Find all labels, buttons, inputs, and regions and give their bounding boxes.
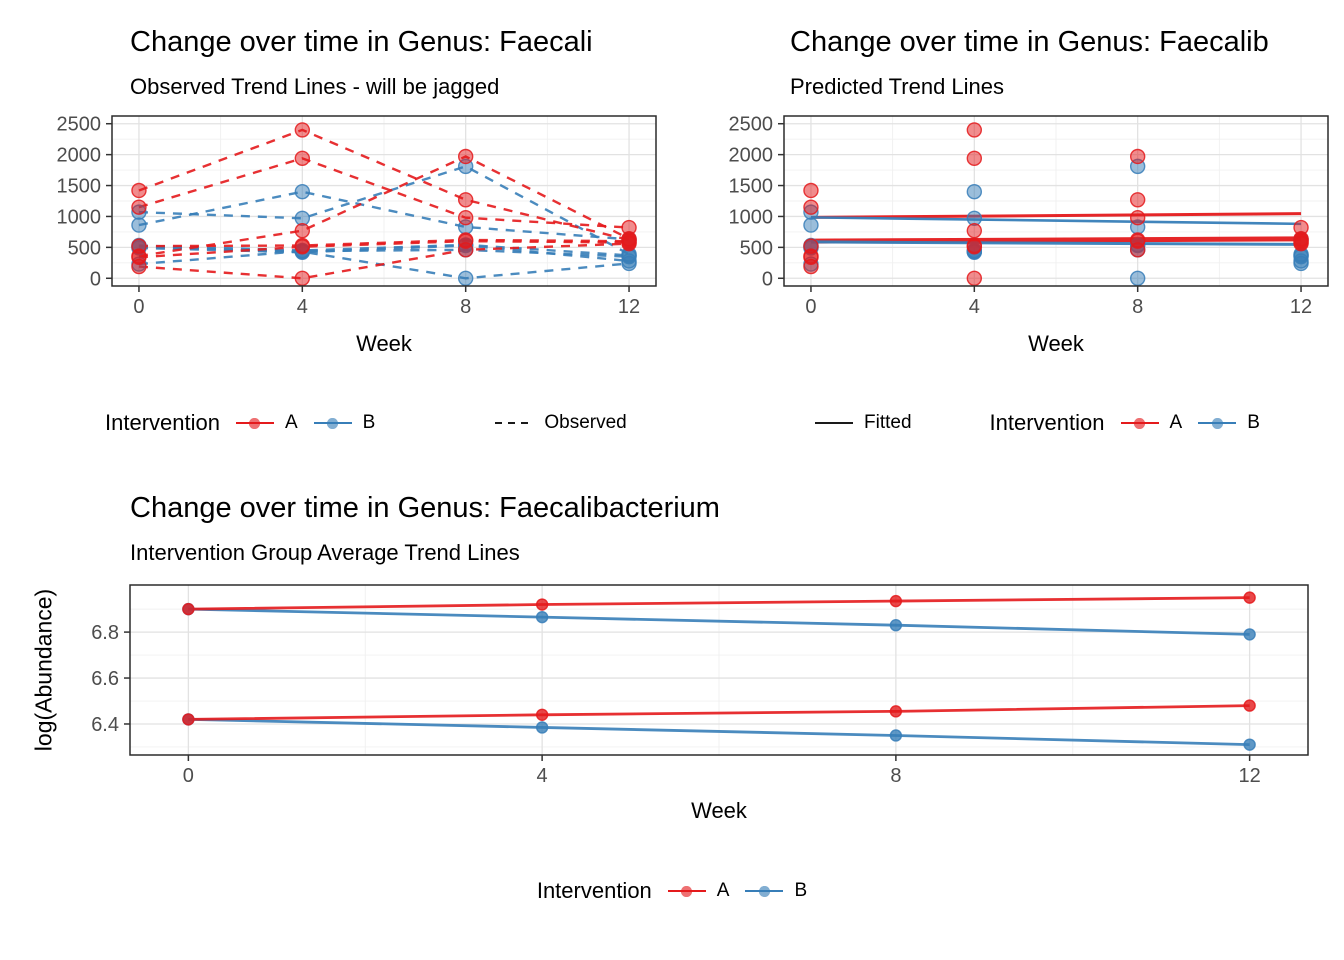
svg-text:2500: 2500 <box>729 114 774 136</box>
svg-text:4: 4 <box>537 765 548 787</box>
predicted-plot-svg: 0 4 8 12 0 500 1000 1500 2000 2500 <box>729 114 1329 318</box>
svg-text:1000: 1000 <box>729 206 774 228</box>
legend-label-b: B <box>362 412 376 433</box>
chart-subtitle-predicted: Predicted Trend Lines <box>790 74 1005 99</box>
legend-label-b: B <box>1247 412 1260 433</box>
svg-text:2500: 2500 <box>57 114 102 136</box>
x-axis-title: Week <box>356 331 412 356</box>
intervention-b-key-icon <box>313 415 352 431</box>
chart-title-predicted: Change over time in Genus: Faecalib <box>790 26 1269 58</box>
svg-text:12: 12 <box>1239 765 1261 787</box>
svg-text:8: 8 <box>890 765 901 787</box>
svg-text:6.4: 6.4 <box>91 714 119 736</box>
average-plot-svg: 0 4 8 12 6.4 6.6 6.8 <box>91 584 1309 787</box>
svg-text:8: 8 <box>1132 296 1143 318</box>
svg-text:2000: 2000 <box>57 145 102 167</box>
predicted-legend: Fitted Intervention A B <box>815 410 1260 436</box>
x-axis-title: Week <box>1028 331 1084 356</box>
observed-chart: Change over time in Genus: Faecali Obser… <box>0 0 672 462</box>
chart-subtitle-observed: Observed Trend Lines - will be jagged <box>130 74 500 99</box>
svg-text:4: 4 <box>969 296 980 318</box>
legend-label-b: B <box>794 880 808 901</box>
svg-text:4: 4 <box>297 296 308 318</box>
intervention-a-key-icon <box>1120 415 1159 431</box>
legend-item-b: B <box>745 880 807 902</box>
legend-label-fitted: Fitted <box>864 412 912 433</box>
fitted-solid-key-icon <box>815 415 853 431</box>
legend-item-a: A <box>1120 412 1183 434</box>
legend-item-fitted: Fitted <box>815 412 912 434</box>
chart-title-average: Change over time in Genus: Faecalibacter… <box>130 492 720 524</box>
svg-text:0: 0 <box>183 765 194 787</box>
legend-item-b: B <box>1198 412 1260 434</box>
svg-text:0: 0 <box>90 268 101 290</box>
svg-text:0: 0 <box>133 296 144 318</box>
legend-title: Intervention <box>536 878 652 903</box>
legend-label-a: A <box>1169 412 1183 433</box>
svg-text:0: 0 <box>762 268 773 290</box>
observed-legend: Intervention A B Observed <box>105 410 627 436</box>
observed-dashed-key-icon <box>495 415 534 431</box>
intervention-a-key-icon <box>235 415 274 431</box>
average-legend: Intervention A B <box>0 878 1344 904</box>
svg-text:1000: 1000 <box>57 206 102 228</box>
svg-text:8: 8 <box>460 296 471 318</box>
legend-item-a: A <box>235 412 298 434</box>
svg-text:6.6: 6.6 <box>91 668 119 690</box>
legend-item-a: A <box>667 880 730 902</box>
legend-item-observed: Observed <box>495 412 627 434</box>
intervention-a-key-icon <box>667 883 706 899</box>
svg-text:12: 12 <box>1290 296 1312 318</box>
intervention-b-key-icon <box>745 883 784 899</box>
chart-subtitle-average: Intervention Group Average Trend Lines <box>130 540 520 565</box>
legend-label-a: A <box>716 880 730 901</box>
predicted-chart: Change over time in Genus: Faecalib Pred… <box>672 0 1344 462</box>
svg-text:2000: 2000 <box>729 145 774 167</box>
svg-text:0: 0 <box>805 296 816 318</box>
intervention-b-key-icon <box>1198 415 1237 431</box>
legend-item-b: B <box>313 412 376 434</box>
x-axis-title: Week <box>691 798 747 823</box>
legend-title: Intervention <box>105 410 220 435</box>
chart-title-observed: Change over time in Genus: Faecali <box>130 26 593 58</box>
svg-text:12: 12 <box>618 296 640 318</box>
legend-title: Intervention <box>989 410 1105 435</box>
svg-text:500: 500 <box>68 237 101 259</box>
legend-label-a: A <box>284 412 298 433</box>
svg-text:6.8: 6.8 <box>91 622 119 644</box>
svg-text:1500: 1500 <box>729 176 774 198</box>
observed-plot-svg: 0 4 8 12 0 500 1000 1500 2000 2500 <box>57 114 657 318</box>
svg-text:500: 500 <box>740 237 773 259</box>
legend-label-observed: Observed <box>544 412 627 433</box>
average-chart: Change over time in Genus: Faecalibacter… <box>0 470 1344 960</box>
svg-text:1500: 1500 <box>57 176 102 198</box>
